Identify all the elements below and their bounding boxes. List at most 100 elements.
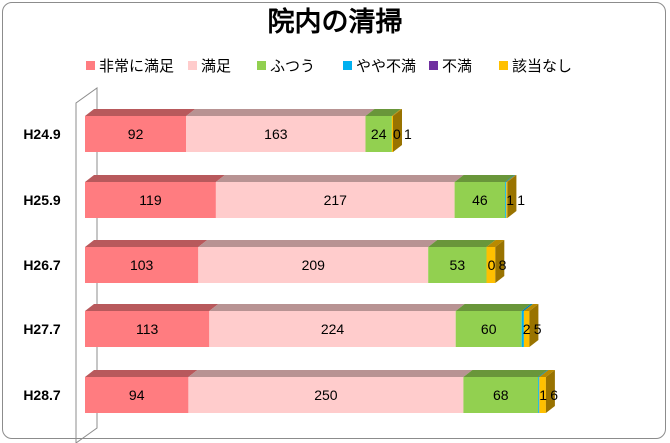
legend-swatch-3 bbox=[257, 61, 266, 70]
bar-top-H24.9-2 bbox=[186, 109, 375, 116]
data-label-H26.7-2: 209 bbox=[302, 257, 326, 273]
legend-swatch-6 bbox=[499, 61, 508, 70]
data-label-H28.7-2: 250 bbox=[314, 387, 338, 403]
bar-top-H24.9-6 bbox=[391, 109, 402, 116]
legend-swatch-5 bbox=[429, 61, 438, 70]
data-label-H27.7-2: 224 bbox=[321, 321, 345, 337]
bar-H24.9-2 bbox=[186, 116, 366, 152]
legend-swatch-4 bbox=[343, 61, 352, 70]
legend-label-2: 満足 bbox=[201, 57, 231, 75]
bar-H25.9-6 bbox=[506, 182, 508, 218]
bar-top-H28.7-6 bbox=[539, 370, 555, 377]
bar-top-H26.7-3 bbox=[428, 240, 496, 247]
bar-top-H25.9-1 bbox=[85, 175, 225, 182]
bar-top-H25.9-4 bbox=[505, 175, 516, 182]
chart-frame bbox=[2, 2, 666, 439]
legend-label-5: 不満 bbox=[442, 57, 472, 75]
bar-top-H26.7-6 bbox=[486, 240, 505, 247]
bar-H26.7-1 bbox=[85, 247, 199, 283]
data-label-H24.9-2: 163 bbox=[264, 126, 288, 142]
bar-top-H27.7-4 bbox=[521, 304, 533, 311]
legend-label-4: やや不満 bbox=[356, 57, 416, 75]
data-label-H27.7-4: 2 bbox=[523, 321, 531, 337]
bar-top-H27.7-2 bbox=[209, 304, 465, 311]
bar-H27.7-4 bbox=[521, 311, 524, 347]
bar-H28.7-2 bbox=[188, 377, 464, 413]
data-label-H27.7-3: 60 bbox=[481, 321, 497, 337]
data-label-H26.7-1: 103 bbox=[130, 257, 154, 273]
bar-top-H24.9-1 bbox=[85, 109, 196, 116]
chart-title: 院内の清掃 bbox=[268, 6, 403, 38]
category-label-2: H25.9 bbox=[23, 192, 61, 208]
bar-H25.9-3 bbox=[454, 182, 506, 218]
category-label-5: H28.7 bbox=[23, 387, 61, 403]
bar-H25.9-4 bbox=[505, 182, 507, 218]
category-label-3: H26.7 bbox=[23, 257, 61, 273]
bar-top-H25.9-3 bbox=[454, 175, 515, 182]
data-label-H27.7-6: 5 bbox=[534, 321, 542, 337]
data-label-H26.7-4: 0 bbox=[488, 257, 496, 273]
bar-H26.7-6 bbox=[486, 247, 496, 283]
legend: 非常に満足 満足 ふつう やや不満 不満 該当なし bbox=[86, 57, 572, 75]
bars bbox=[85, 109, 555, 413]
data-label-H24.9-4: 0 bbox=[393, 126, 401, 142]
legend-label-6: 該当なし bbox=[512, 57, 572, 75]
bar-H28.7-6 bbox=[539, 377, 546, 413]
bar-top-H27.7-6 bbox=[523, 304, 539, 311]
bar-top-H28.7-4 bbox=[538, 370, 549, 377]
bar-top-H26.7-2 bbox=[198, 240, 438, 247]
bar-top-H24.9-3 bbox=[365, 109, 401, 116]
bar-top-H26.7-1 bbox=[85, 240, 208, 247]
bar-top-H25.9-6 bbox=[506, 175, 517, 182]
bar-side-H28.7 bbox=[545, 370, 555, 413]
bar-side-H24.9 bbox=[393, 109, 402, 152]
data-label-H26.7-6: 8 bbox=[499, 257, 507, 273]
bar-H27.7-2 bbox=[209, 311, 456, 347]
data-label-H28.7-6: 6 bbox=[550, 387, 558, 403]
bar-side-H27.7 bbox=[529, 304, 539, 347]
legend-swatch-1 bbox=[86, 61, 95, 70]
bar-H28.7-1 bbox=[85, 377, 189, 413]
data-label-H24.9-1: 92 bbox=[128, 126, 144, 142]
legend-swatch-2 bbox=[188, 61, 197, 70]
data-label-H25.9-6: 1 bbox=[517, 192, 525, 208]
bar-H28.7-4 bbox=[538, 377, 540, 413]
bar-top-H27.7-1 bbox=[85, 304, 219, 311]
data-label-H24.9-6: 1 bbox=[404, 126, 412, 142]
bar-H27.7-3 bbox=[455, 311, 522, 347]
bar-top-H28.7-1 bbox=[85, 370, 198, 377]
data-label-H28.7-4: 1 bbox=[539, 387, 547, 403]
category-labels: H24.9 H25.9 H26.7 H27.7 H28.7 bbox=[23, 126, 61, 403]
bar-H26.7-2 bbox=[198, 247, 429, 283]
axis-plane bbox=[75, 87, 98, 443]
bar-H24.9-6 bbox=[391, 116, 393, 152]
bar-H27.7-1 bbox=[85, 311, 210, 347]
bar-side-H25.9 bbox=[507, 175, 517, 218]
bar-H25.9-2 bbox=[215, 182, 455, 218]
data-label-H25.9-4: 1 bbox=[506, 192, 514, 208]
bar-side-H26.7 bbox=[495, 240, 505, 283]
bar-H25.9-1 bbox=[85, 182, 216, 218]
bar-top-H28.7-3 bbox=[463, 370, 548, 377]
bar-H28.7-3 bbox=[463, 377, 539, 413]
category-label-1: H24.9 bbox=[23, 126, 61, 142]
bar-top-H27.7-3 bbox=[455, 304, 531, 311]
legend-label-3: ふつう bbox=[270, 57, 315, 75]
data-label-H26.7-3: 53 bbox=[450, 257, 466, 273]
category-label-4: H27.7 bbox=[23, 321, 61, 337]
legend-label-1: 非常に満足 bbox=[99, 57, 174, 75]
data-label-H27.7-1: 113 bbox=[136, 321, 159, 337]
bar-H27.7-6 bbox=[523, 311, 530, 347]
data-label-H25.9-1: 119 bbox=[139, 192, 162, 208]
data-label-H24.9-3: 24 bbox=[371, 126, 387, 142]
bar-H26.7-3 bbox=[428, 247, 487, 283]
bar-H24.9-3 bbox=[365, 116, 392, 152]
axis-wall bbox=[75, 87, 98, 443]
bar-H24.9-1 bbox=[85, 116, 187, 152]
bar-top-H28.7-2 bbox=[188, 370, 473, 377]
data-label-H25.9-3: 46 bbox=[472, 192, 488, 208]
data-label-H25.9-2: 217 bbox=[324, 192, 348, 208]
bar-top-H25.9-2 bbox=[215, 175, 464, 182]
